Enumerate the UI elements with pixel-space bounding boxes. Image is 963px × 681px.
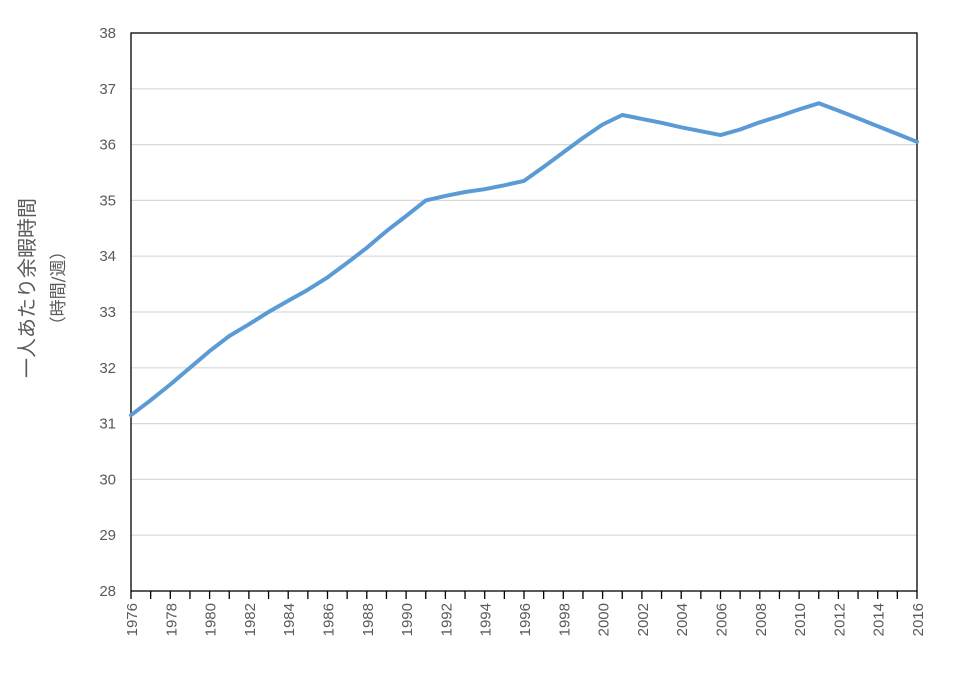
- data-point: [876, 124, 880, 128]
- data-point: [502, 183, 506, 187]
- data-point: [443, 194, 447, 198]
- data-point: [168, 383, 172, 387]
- y-tick-label: 31: [99, 416, 116, 433]
- x-tick-label: 1998: [556, 603, 573, 636]
- x-tick-label: 1984: [281, 603, 298, 636]
- data-point: [129, 413, 133, 417]
- y-tick-label: 30: [99, 471, 116, 488]
- x-tick-label: 2014: [871, 603, 888, 636]
- data-point: [522, 179, 526, 183]
- data-point: [797, 107, 801, 111]
- series-layer: [129, 101, 919, 418]
- data-point: [836, 109, 840, 113]
- data-point: [817, 101, 821, 105]
- data-point: [149, 398, 153, 402]
- data-point: [384, 229, 388, 233]
- data-point: [777, 114, 781, 118]
- x-tick-label: 1980: [203, 603, 220, 636]
- data-point: [306, 288, 310, 292]
- data-point: [758, 120, 762, 124]
- data-point: [640, 117, 644, 121]
- y-axis-label-line2: （時間/週）: [49, 243, 69, 334]
- y-tick-label: 38: [99, 25, 116, 42]
- x-tick-label: 1990: [399, 603, 416, 636]
- data-point: [581, 136, 585, 140]
- series-line: [129, 101, 919, 418]
- x-tick-label: 1988: [360, 603, 377, 636]
- plot-frame: [130, 32, 918, 592]
- y-tick-label: 33: [99, 304, 116, 321]
- data-point: [601, 123, 605, 127]
- data-point: [286, 299, 290, 303]
- y-tick-label: 32: [99, 360, 116, 377]
- data-point: [345, 261, 349, 265]
- data-point: [267, 310, 271, 314]
- x-tick-label: 1976: [124, 603, 141, 636]
- x-tick-label: 2000: [596, 603, 613, 636]
- x-tick-label: 1978: [163, 603, 180, 636]
- data-point: [679, 125, 683, 129]
- x-tick-label: 2012: [831, 603, 848, 636]
- y-tick-label: 36: [99, 137, 116, 154]
- data-point: [719, 133, 723, 137]
- data-point: [915, 140, 919, 144]
- y-tick-label: 37: [99, 81, 116, 98]
- data-point: [483, 187, 487, 191]
- data-point: [208, 349, 212, 353]
- y-tick-label: 34: [99, 248, 116, 265]
- data-point: [404, 214, 408, 218]
- data-point: [660, 121, 664, 125]
- x-tick-label: 2002: [635, 603, 652, 636]
- x-tick-label: 2006: [714, 603, 731, 636]
- x-tick-label: 1982: [242, 603, 259, 636]
- x-tick-label: 1992: [438, 603, 455, 636]
- data-point: [561, 150, 565, 154]
- y-tick-label: 28: [99, 583, 116, 600]
- data-point: [227, 334, 231, 338]
- y-axis-label-line1: 一人あたり余暇時間: [15, 198, 39, 378]
- data-point: [188, 366, 192, 370]
- x-tick-label: 2004: [674, 603, 691, 636]
- y-axis-ticks: 28 29 30 31 32 33 34 35 36 37 38: [99, 25, 116, 600]
- y-axis-label: 一人あたり余暇時間 （時間/週）: [15, 198, 69, 378]
- data-point: [542, 165, 546, 169]
- y-tick-label: 35: [99, 192, 116, 209]
- x-tick-label: 2016: [910, 603, 927, 636]
- data-point: [247, 322, 251, 326]
- data-point: [738, 128, 742, 132]
- data-point: [365, 246, 369, 250]
- data-point: [424, 198, 428, 202]
- data-point: [856, 116, 860, 120]
- data-point: [895, 132, 899, 136]
- gridlines: [131, 88, 917, 536]
- x-tick-label: 1986: [321, 603, 338, 636]
- data-point: [699, 129, 703, 133]
- data-point: [326, 275, 330, 279]
- x-tick-label: 2008: [753, 603, 770, 636]
- data-point: [620, 113, 624, 117]
- x-tick-label: 1994: [478, 603, 495, 636]
- x-tick-label: 2010: [792, 603, 809, 636]
- x-axis-ticks: 1976 1978 1980 1982 1984 1986 1988 1990 1992 1994…: [124, 591, 927, 636]
- y-tick-label: 29: [99, 527, 116, 544]
- data-point: [463, 190, 467, 194]
- x-tick-label: 1996: [517, 603, 534, 636]
